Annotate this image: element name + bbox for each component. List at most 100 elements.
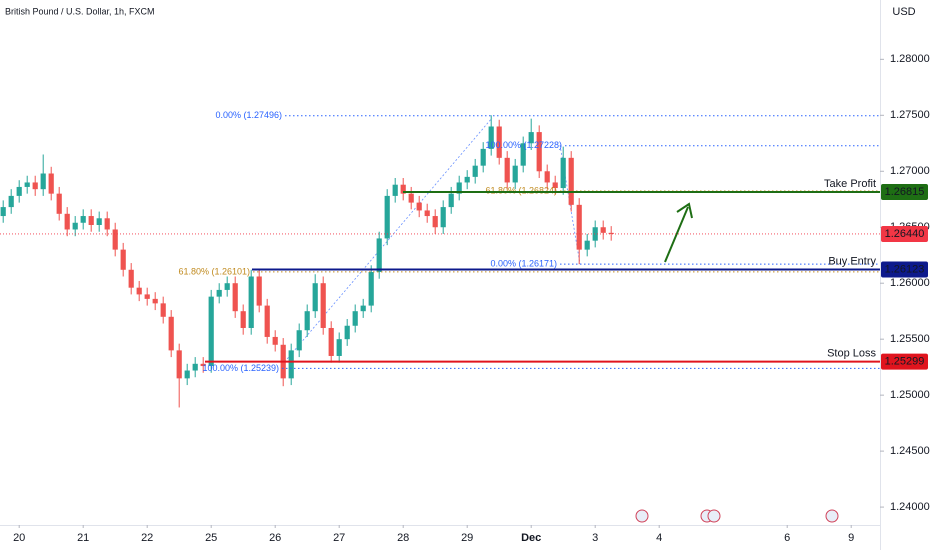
candle-body: [520, 143, 526, 166]
candle-body: [576, 204, 582, 250]
level-name: Take Profit: [824, 178, 876, 190]
level-name: Buy Entry: [828, 255, 876, 267]
level-price-box: [881, 183, 928, 200]
y-tick-label: 1.24000: [890, 501, 930, 513]
fib-label: 61.80% (1.26101): [178, 266, 250, 276]
candle-body: [216, 289, 222, 297]
candle-body: [528, 132, 534, 144]
candle-body: [88, 216, 94, 225]
currency-label[interactable]: USD: [892, 6, 915, 18]
candle-body: [608, 232, 614, 234]
candle-body: [504, 157, 510, 183]
candle-body: [160, 303, 166, 317]
fib-label: 61.80% (1.26824): [485, 185, 557, 195]
candle-body: [600, 227, 606, 233]
x-tick-label: 28: [397, 532, 409, 544]
plot: 0.00% (1.27496) 61.80% (1.26101) 100.00% (…: [0, 110, 880, 408]
y-tick-label: 1.26000: [890, 277, 930, 289]
candle-body: [48, 173, 54, 194]
candle-body: [272, 336, 278, 345]
y-tick-label: 1.24500: [890, 445, 930, 457]
candle-body: [128, 269, 134, 288]
x-tick-label: 3: [592, 532, 598, 544]
candle-body: [144, 294, 150, 299]
current-price-label: 1.26440: [885, 228, 925, 240]
candle-body: [328, 327, 334, 356]
event-icon[interactable]: [635, 509, 649, 523]
candle-body: [456, 182, 462, 194]
projection-arrow: [664, 202, 693, 263]
candle-body: [368, 272, 374, 306]
candle-body: [416, 202, 422, 211]
candle-body: [472, 165, 478, 177]
candle-body: [96, 218, 102, 225]
candle-body: [288, 350, 294, 379]
chart-title: British Pound / U.S. Dollar, 1h, FXCM: [5, 6, 155, 16]
candle-body: [72, 222, 78, 230]
fib-label: 100.00% (1.27228): [485, 140, 562, 150]
candle-body: [304, 311, 310, 331]
y-tick-label: 1.25500: [890, 333, 930, 345]
candle-body: [544, 171, 550, 183]
x-tick-label: 6: [784, 532, 790, 544]
candle-body: [592, 227, 598, 241]
candle-body: [64, 213, 70, 230]
x-tick-label: 27: [333, 532, 345, 544]
candle-body: [152, 298, 158, 304]
candle-body: [568, 157, 574, 205]
candle-body: [352, 311, 358, 326]
candle-body: [560, 157, 566, 189]
x-tick-label: 22: [141, 532, 153, 544]
candle-body: [56, 193, 62, 214]
candle-body: [240, 311, 246, 328]
candle-body: [184, 370, 190, 379]
x-tick-label: 25: [205, 532, 217, 544]
x-tick-label: 20: [13, 532, 25, 544]
candle-body: [208, 296, 214, 367]
candle-body: [336, 339, 342, 356]
candle-body: [480, 148, 486, 166]
candle-body: [264, 305, 270, 337]
candle-body: [192, 363, 198, 371]
candle-body: [80, 216, 86, 223]
candle-body: [104, 218, 110, 230]
y-tick-label: 1.27000: [890, 165, 930, 177]
candle-body: [320, 283, 326, 328]
candle-body: [168, 316, 174, 351]
candle-body: [360, 305, 366, 312]
event-icon[interactable]: [825, 509, 839, 523]
x-tick-label: 29: [461, 532, 473, 544]
event-icon[interactable]: [707, 509, 721, 523]
candle-body: [464, 176, 470, 183]
fib-label: 100.00% (1.25239): [202, 363, 279, 373]
x-tick-label: 9: [848, 532, 854, 544]
level-price-label: 1.25299: [885, 356, 925, 368]
arrow-shaft: [664, 206, 689, 263]
candle-body: [448, 193, 454, 208]
candle-body: [400, 184, 406, 194]
candle-body: [496, 126, 502, 158]
candle-body: [256, 276, 262, 306]
current-price-box: [881, 225, 928, 242]
y-tick-label: 1.27500: [890, 109, 930, 121]
candle-body: [136, 287, 142, 295]
level-price-box: [881, 353, 928, 370]
candle-body: [584, 240, 590, 250]
event-icons[interactable]: [635, 509, 839, 523]
candle-body: [296, 330, 302, 351]
candle-body: [232, 283, 238, 312]
level-price-box: [881, 261, 928, 278]
y-tick-label: 1.25000: [890, 389, 930, 401]
x-tick-label: 21: [77, 532, 89, 544]
candle-body: [344, 325, 350, 340]
candle-body: [248, 276, 254, 328]
candle-body: [512, 165, 518, 183]
candle-body: [40, 173, 46, 190]
level-name: Stop Loss: [827, 348, 876, 360]
x-tick-label: Dec: [521, 532, 541, 544]
x-tick-label: 4: [656, 532, 662, 544]
candle-body: [552, 182, 558, 189]
candle-body: [432, 216, 438, 228]
